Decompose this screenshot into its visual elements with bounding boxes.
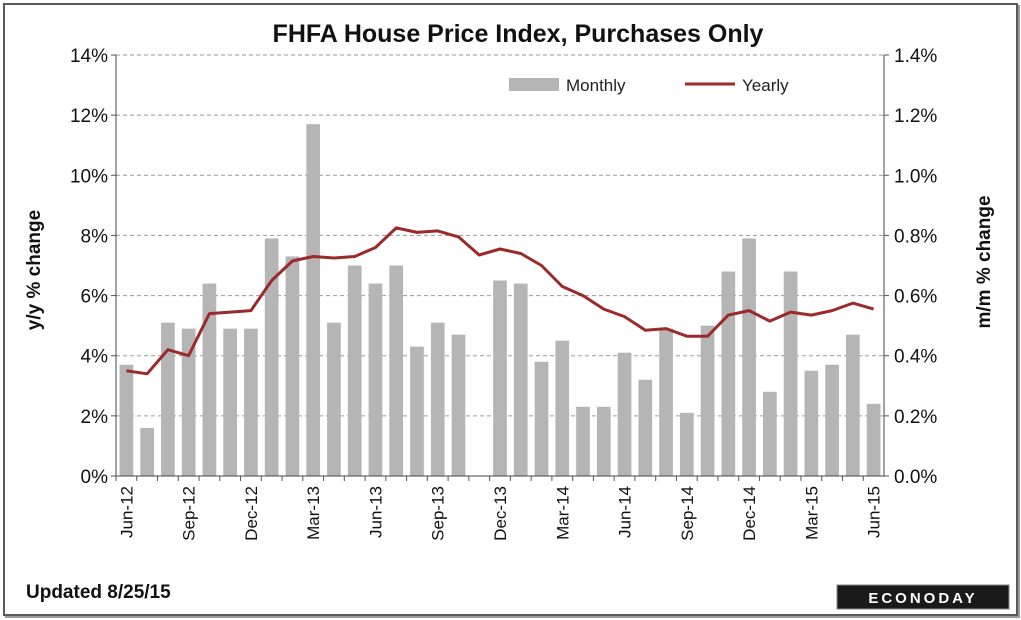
bar-monthly [181,328,196,476]
y-left-tick-label: 10% [70,166,108,187]
bar-monthly [555,340,570,476]
x-tick-labels: Jun-12 Sep-12 Dec-12 Mar-13 Jun-13 Sep-13 Dec-… [117,486,883,541]
bar-monthly [430,322,445,476]
y-right-tick-label: 1.4% [894,46,937,67]
y-left-tick-label: 8% [81,226,109,247]
y-right-tick-label: 0.6% [894,287,937,308]
y-left-tick-label: 2% [81,407,109,428]
monthly-bars [119,124,881,477]
bar-monthly [513,283,528,476]
gridlines [116,54,884,417]
x-tick-label: Mar-13 [304,486,323,540]
bar-monthly [783,271,798,476]
chart-title: FHFA House Price Index, Purchases Only [273,20,764,48]
legend-monthly-label: Monthly [566,76,626,95]
x-tick-label: Jun-15 [865,486,884,538]
y-right-tick-label: 0.0% [894,467,937,488]
updated-note: Updated 8/25/15 [26,582,171,603]
y-left-tick-label: 0% [81,467,109,488]
legend-monthly-swatch [509,78,559,91]
x-tick-label: Jun-12 [117,486,136,538]
bar-monthly [327,322,341,476]
yearly-line [126,226,875,376]
bar-monthly [161,322,175,476]
bar-monthly [638,379,653,476]
legend-yearly-label: Yearly [742,76,789,95]
chart-frame [3,3,1018,616]
y-left-tick-label: 4% [81,347,109,368]
bar-monthly [264,238,279,476]
y-right-axis-label: m/m % change [974,195,995,328]
bar-monthly [866,403,881,476]
x-tick-label: Jun-14 [616,486,635,538]
x-tick-label: Sep-14 [678,486,697,541]
y-right-ticks: 0.0% 0.2% 0.4% 0.6% 0.8% 1.0% 1.2% 1.4% [894,46,937,488]
bar-monthly [679,412,694,476]
econoday-logo: ECONODAY [836,584,1010,610]
axes [111,54,889,481]
bar-monthly [825,364,839,476]
x-tick-label: Sep-12 [180,486,199,541]
bar-monthly [576,406,590,476]
bar-monthly [244,328,258,476]
y-left-tick-label: 12% [70,106,108,127]
x-tick-label: Sep-13 [429,486,448,541]
y-left-axis-label: y/y % change [24,210,45,330]
bar-monthly [804,370,819,476]
y-left-tick-label: 6% [81,287,109,308]
line-yearly [126,226,875,376]
bar-monthly [119,364,134,476]
bar-monthly [700,325,715,476]
bar-monthly [659,328,673,476]
bar-monthly [347,265,362,476]
bar-monthly [493,280,507,476]
bar-monthly [846,334,860,476]
bar-monthly [285,256,300,476]
x-tick-label: Mar-14 [553,486,572,540]
y-right-tick-label: 1.2% [894,106,937,127]
bar-monthly [202,283,217,476]
bar-monthly [368,283,383,476]
bar-monthly [389,265,404,476]
y-right-tick-label: 0.2% [894,407,937,428]
bar-monthly [534,361,549,476]
x-tick-label: Jun-13 [367,486,386,538]
y-left-tick-label: 14% [70,46,108,67]
legend: Monthly Yearly [509,76,789,95]
x-tick-label: Mar-15 [802,486,821,540]
y-right-tick-label: 1.0% [894,166,937,187]
x-tick-label: Dec-12 [242,486,261,541]
econoday-logo-text: ECONODAY [868,590,977,607]
bar-monthly [721,271,736,476]
bar-monthly [451,334,466,476]
x-tick-label: Dec-14 [740,486,759,541]
bar-monthly [306,124,321,477]
y-left-ticks: 0% 2% 4% 6% 8% 10% 12% 14% [70,46,108,488]
bar-monthly [596,406,611,476]
y-right-tick-label: 0.4% [894,347,937,368]
bar-monthly [762,391,777,476]
bar-monthly [617,352,632,476]
y-right-tick-label: 0.8% [894,226,937,247]
bar-monthly [140,427,154,476]
bar-monthly [742,238,756,476]
bar-monthly [410,346,424,476]
x-tick-label: Dec-13 [491,486,510,541]
bar-monthly [223,328,238,476]
